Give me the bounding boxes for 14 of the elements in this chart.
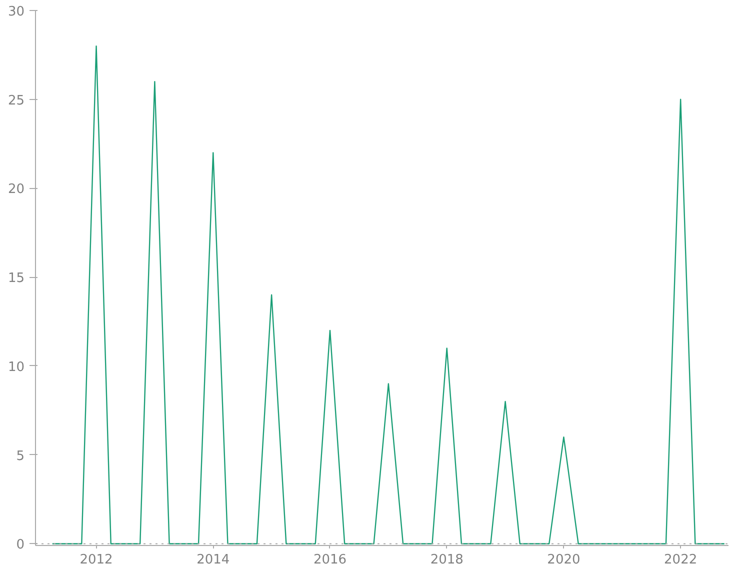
- x-tick-label: 2020: [547, 552, 580, 568]
- y-tick-label: 25: [8, 93, 25, 108]
- y-tick-label: 30: [8, 4, 25, 20]
- y-tick-label: 5: [16, 448, 25, 464]
- x-tick-label: 2012: [80, 552, 113, 568]
- y-tick-label: 10: [8, 360, 25, 375]
- y-tick-label: 20: [8, 182, 25, 198]
- x-tick-label: 2022: [664, 552, 698, 568]
- y-tick-label: 0: [16, 538, 25, 553]
- x-tick-label: 2018: [430, 552, 464, 568]
- line-series: [52, 45, 726, 544]
- x-tick-label: 2016: [313, 552, 347, 568]
- x-tick-label: 2014: [196, 552, 230, 568]
- y-tick-label: 15: [8, 271, 25, 286]
